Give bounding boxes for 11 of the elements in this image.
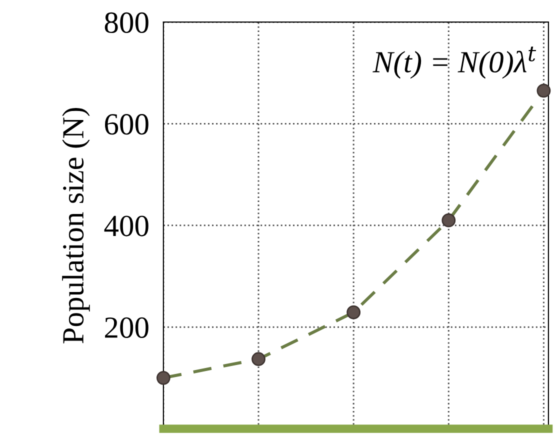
annotation: N(t) = N(0)λ$^{t}$ — [372, 46, 536, 79]
y-axis-title: Population size (N) — [62, 108, 90, 344]
y-tick-label: 400 — [104, 216, 148, 236]
y-tick-label: 800 — [104, 12, 148, 33]
point — [156, 370, 170, 385]
point — [346, 305, 361, 320]
y-tick-label: 600 — [105, 114, 148, 135]
y-tick-label: 200 — [105, 317, 148, 338]
point — [442, 213, 456, 228]
point — [252, 352, 266, 366]
point — [536, 84, 551, 98]
